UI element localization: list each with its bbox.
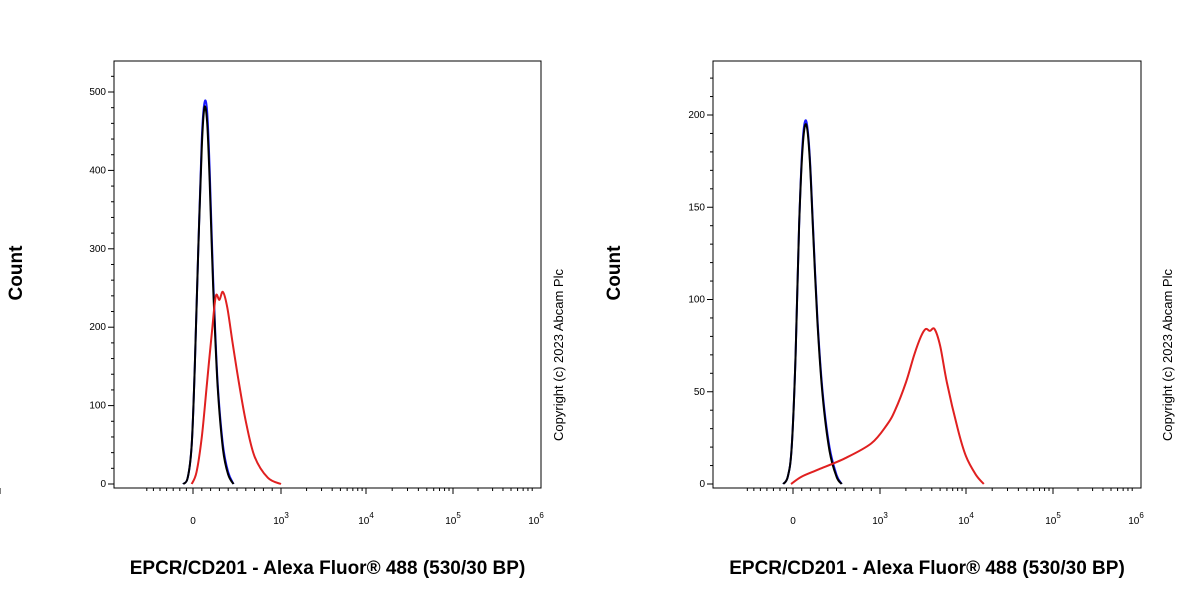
- y-tick-label: 0: [699, 479, 705, 490]
- y-axis-title: Count: [604, 245, 625, 301]
- y-tick-label: 0: [100, 479, 106, 490]
- y-axis-title: Count: [6, 245, 27, 301]
- histogram-panel-1: 0 100 200 300 400 500 0 103 104 105 106 EPCR/CD201 …: [0, 60, 566, 579]
- y-tick-label: 300: [89, 244, 106, 255]
- x-tick-label: 104: [358, 511, 374, 527]
- x-tick-label: 106: [528, 511, 544, 527]
- x-tick-label: 104: [958, 511, 974, 527]
- x-tick-label: 105: [1045, 511, 1061, 527]
- y-tick-label: 50: [694, 387, 706, 398]
- histogram-panel-2: 0 50 100 150 200 0 103 104 105 106 EPCR/CD201 - Al…: [0, 60, 1175, 579]
- x-tick-label: 103: [273, 511, 289, 527]
- y-tick-label: 150: [688, 202, 705, 213]
- y-tick-label: 200: [688, 110, 705, 121]
- plot-frame: [113, 60, 542, 489]
- y-tick-label: 200: [89, 322, 106, 333]
- y-tick-label: 100: [89, 401, 106, 412]
- y-tick-label: 500: [89, 87, 106, 98]
- x-tick-label: 103: [872, 511, 888, 527]
- x-axis-title: EPCR/CD201 - Alexa Fluor® 488 (530/30 BP…: [130, 558, 526, 579]
- x-tick-label: 0: [790, 516, 796, 527]
- plot-frame: [712, 60, 1142, 489]
- x-tick-label: 0: [190, 516, 196, 527]
- x-axis-title: EPCR/CD201 - Alexa Fluor® 488 (530/30 BP…: [729, 558, 1125, 579]
- y-tick-label: 400: [89, 165, 106, 176]
- histogram-series-2: [782, 123, 843, 485]
- y-tick-label: 100: [688, 295, 705, 306]
- histogram-series-2: [182, 105, 235, 485]
- histogram-series-3: [790, 327, 985, 485]
- x-tick-label: 105: [445, 511, 461, 527]
- copyright-text: Copyright (c) 2023 Abcam Plc: [1160, 269, 1175, 441]
- histogram-series-3: [190, 290, 282, 485]
- copyright-text: Copyright (c) 2023 Abcam Plc: [551, 269, 566, 441]
- x-tick-label: 106: [1128, 511, 1144, 527]
